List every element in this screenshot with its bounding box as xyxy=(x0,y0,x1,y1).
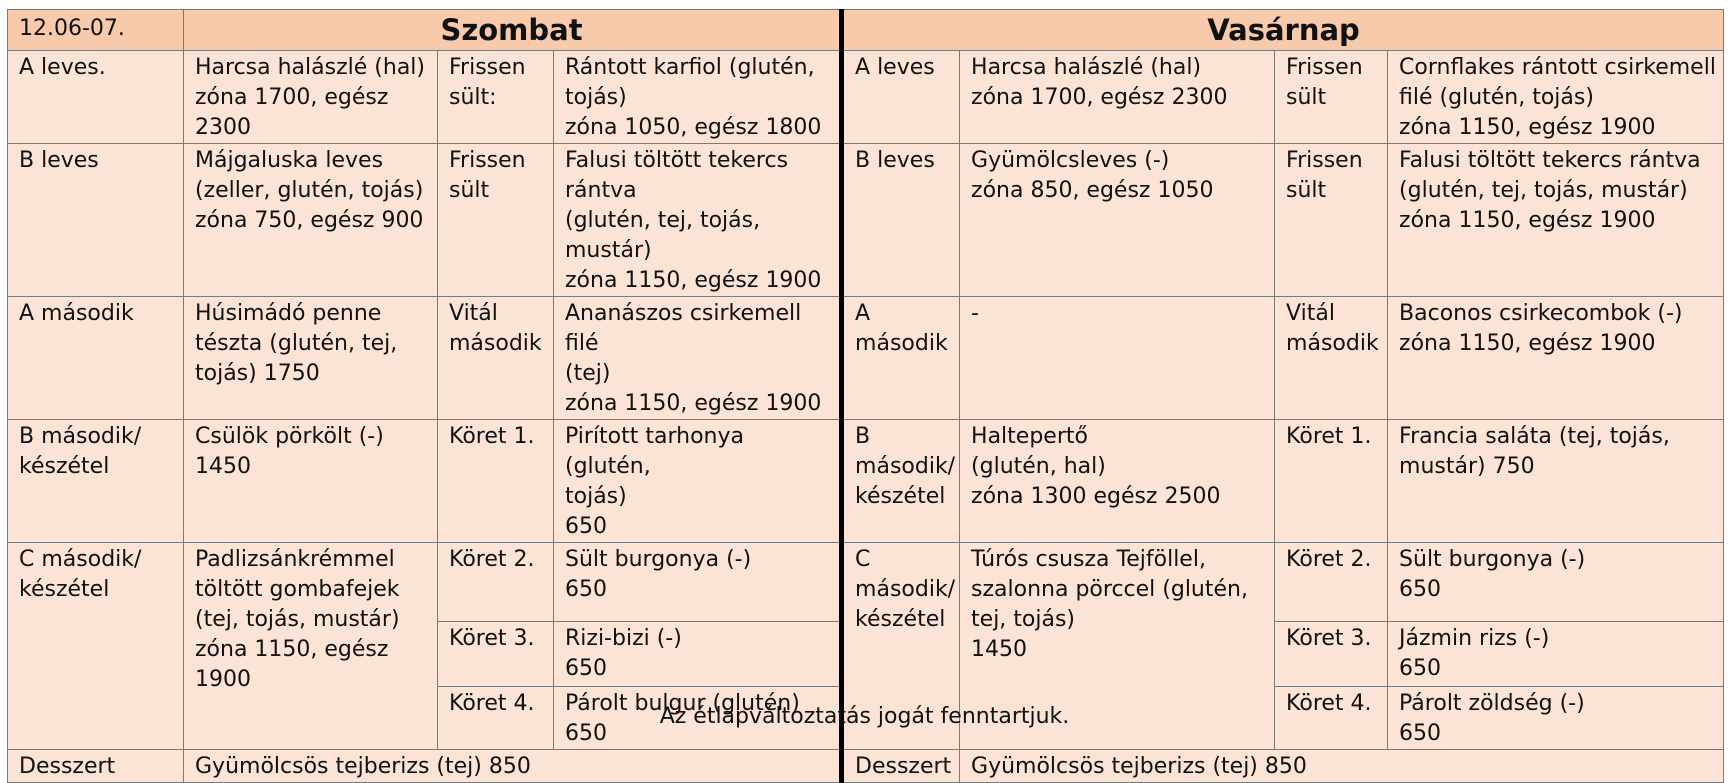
side-dish-cell: Baconos csirkecombok (-) zóna 1150, egés… xyxy=(1387,296,1725,420)
saturday-title: Szombat xyxy=(182,9,843,51)
date-label: 12.06-07. xyxy=(7,9,184,51)
side-dish-cell: Sült burgonya (-) 650 xyxy=(552,542,843,622)
side-label: Köret 2. xyxy=(437,542,554,622)
course-label: A leves xyxy=(839,50,961,144)
side-label: Frissen sült: xyxy=(437,50,554,144)
dish-cell: Harcsa halászlé (hal) zóna 1700, egész 2… xyxy=(183,50,438,144)
side-dish-cell: Francia saláta (tej, tojás, mustár) 750 xyxy=(1387,419,1725,543)
course-label: B leves xyxy=(7,143,184,297)
table-row: B leves Májgaluska leves (zeller, glutén… xyxy=(7,143,1725,297)
footer-note: Az étlapváltoztatás jogát fenntartjuk. xyxy=(659,704,1070,729)
table-row: Köret 3. Rizi-bizi (-) 650 Köret 3. Jázm… xyxy=(8,621,1725,687)
header-row: 12.06-07. Szombat Vasárnap xyxy=(7,9,1725,51)
side-dish-cell: Falusi töltött tekercs rántva (glutén, t… xyxy=(1387,143,1725,297)
course-label: C második/ készétel xyxy=(7,542,184,750)
side-label: Köret 2. xyxy=(1274,542,1389,622)
side-label: Vitál második xyxy=(1274,296,1389,420)
course-label: B leves xyxy=(839,143,961,297)
table-row: B második/ készétel Csülök pörkölt (-) 1… xyxy=(7,419,1725,543)
dessert-cell: Gyümölcsös tejberizs (tej) 850 xyxy=(182,749,843,783)
course-label: A második xyxy=(7,296,184,420)
course-label: B második/ készétel xyxy=(839,419,961,543)
side-label: Köret 4. xyxy=(1274,686,1389,750)
dish-cell: Húsimádó penne tészta (glutén, tej, tojá… xyxy=(183,296,438,420)
course-label: A leves. xyxy=(7,50,184,144)
side-dish-cell: Falusi töltött tekercs rántva (glutén, t… xyxy=(552,143,843,297)
course-label: A második xyxy=(839,296,961,420)
side-dish-cell: Rizi-bizi (-) 650 xyxy=(552,621,843,687)
dish-cell: Harcsa halászlé (hal) zóna 1700, egész 2… xyxy=(959,50,1276,144)
side-label: Köret 1. xyxy=(1274,419,1389,543)
dish-cell: - xyxy=(959,296,1276,420)
side-dish-cell: Párolt zöldség (-) 650 xyxy=(1387,686,1725,750)
table-row: A leves. Harcsa halászlé (hal) zóna 1700… xyxy=(7,50,1725,144)
course-label: B második/ készétel xyxy=(7,419,184,543)
sunday-title: Vasárnap xyxy=(839,9,1725,51)
side-dish-cell: Rántott karfiol (glutén, tojás) zóna 105… xyxy=(552,50,843,144)
dessert-label: Desszert xyxy=(839,749,961,783)
dish-cell: Túrós csusza Tejföllel, szalonna pörccel… xyxy=(959,542,1276,750)
side-dish-cell: Cornflakes rántott csirkemell filé (glut… xyxy=(1387,50,1725,144)
table-row: A második Húsimádó penne tészta (glutén,… xyxy=(7,296,1725,420)
side-label: Köret 3. xyxy=(1274,621,1389,687)
dessert-cell: Gyümölcsös tejberizs (tej) 850 xyxy=(959,749,1725,783)
side-label: Vitál második xyxy=(437,296,554,420)
dessert-label: Desszert xyxy=(7,749,184,783)
side-label: Frissen sült xyxy=(1274,143,1389,297)
dessert-row: Desszert Gyümölcsös tejberizs (tej) 850 … xyxy=(7,749,1725,783)
side-label: Frissen sült xyxy=(1274,50,1389,144)
dish-cell: Gyümölcsleves (-) zóna 850, egész 1050 xyxy=(959,143,1276,297)
dish-cell: Májgaluska leves (zeller, glutén, tojás)… xyxy=(183,143,438,297)
side-dish-cell: Sült burgonya (-) 650 xyxy=(1387,542,1725,622)
dish-cell: Csülök pörkölt (-) 1450 xyxy=(183,419,438,543)
side-label: Köret 3. xyxy=(437,621,554,687)
table-row: C második/ készétel Padlizsánkrémmel töl… xyxy=(7,542,1725,750)
side-dish-cell: Ananászos csirkemell filé (tej) zóna 115… xyxy=(552,296,843,420)
side-label: Frissen sült xyxy=(437,143,554,297)
dish-cell: Haltepertő (glutén, hal) zóna 1300 egész… xyxy=(959,419,1276,543)
side-dish-cell: Pirított tarhonya (glutén, tojás) 650 xyxy=(552,419,843,543)
table-row: Köret 4. Párolt bulgur (glutén) 650 Köre… xyxy=(8,686,1725,750)
side-dish-cell: Jázmin rizs (-) 650 xyxy=(1387,621,1725,687)
menu-table: 12.06-07. Szombat Vasárnap A leves. Harc… xyxy=(7,9,1725,783)
side-label: Köret 1. xyxy=(437,419,554,543)
